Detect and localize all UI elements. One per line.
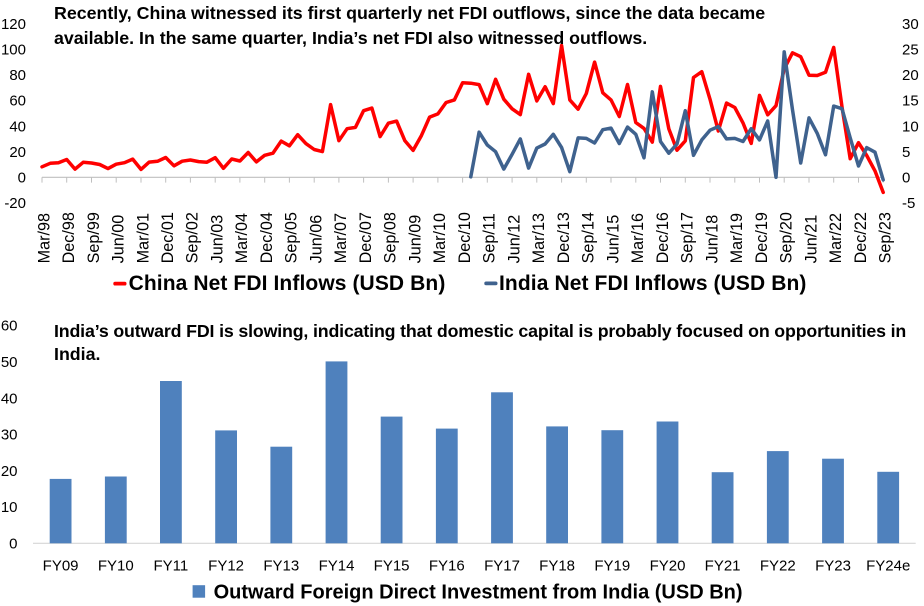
svg-text:10: 10 <box>902 118 919 135</box>
svg-text:Dec/07: Dec/07 <box>357 212 375 263</box>
svg-text:Sep/05: Sep/05 <box>283 212 301 263</box>
svg-text:Jun/06: Jun/06 <box>308 215 326 264</box>
svg-text:FY11: FY11 <box>154 557 189 574</box>
svg-text:FY21: FY21 <box>705 557 741 574</box>
svg-text:100: 100 <box>1 42 26 59</box>
svg-text:Dec/22: Dec/22 <box>852 212 870 263</box>
svg-text:Dec/13: Dec/13 <box>555 212 573 263</box>
svg-text:Mar/16: Mar/16 <box>629 213 647 263</box>
svg-text:Jun/09: Jun/09 <box>406 215 424 264</box>
svg-text:30: 30 <box>1 427 18 444</box>
svg-text:20: 20 <box>9 144 26 161</box>
svg-text:Sep/14: Sep/14 <box>580 212 598 263</box>
svg-text:Jun/21: Jun/21 <box>802 215 820 264</box>
svg-text:Mar/07: Mar/07 <box>332 213 350 263</box>
svg-text:Sep/17: Sep/17 <box>679 212 697 263</box>
svg-text:0: 0 <box>18 170 26 187</box>
svg-text:-5: -5 <box>902 195 915 212</box>
svg-text:FY10: FY10 <box>98 557 134 574</box>
svg-text:FY18: FY18 <box>539 557 575 574</box>
svg-text:Dec/16: Dec/16 <box>654 212 672 263</box>
svg-text:FY09: FY09 <box>43 557 79 574</box>
svg-text:China Net FDI Inflows (USD Bn): China Net FDI Inflows (USD Bn) <box>129 272 446 295</box>
svg-text:Mar/98: Mar/98 <box>35 213 53 263</box>
svg-text:Dec/10: Dec/10 <box>456 212 474 263</box>
svg-text:Sep/08: Sep/08 <box>382 212 400 263</box>
svg-text:50: 50 <box>1 354 18 371</box>
svg-text:Dec/19: Dec/19 <box>753 212 771 263</box>
svg-text:FY22: FY22 <box>760 557 796 574</box>
svg-text:Mar/04: Mar/04 <box>233 213 251 263</box>
svg-text:25: 25 <box>902 42 919 59</box>
svg-text:FY23: FY23 <box>815 557 851 574</box>
svg-text:FY16: FY16 <box>429 557 465 574</box>
svg-text:FY12: FY12 <box>208 557 244 574</box>
svg-text:Mar/22: Mar/22 <box>827 213 845 263</box>
svg-text:0: 0 <box>902 170 910 187</box>
svg-text:Mar/19: Mar/19 <box>728 213 746 263</box>
svg-text:Mar/01: Mar/01 <box>134 213 152 263</box>
svg-text:Jun/03: Jun/03 <box>209 215 227 264</box>
svg-text:Jun/18: Jun/18 <box>703 215 721 264</box>
svg-text:0: 0 <box>9 536 17 553</box>
svg-text:30: 30 <box>902 16 919 33</box>
svg-text:Dec/01: Dec/01 <box>159 212 177 263</box>
svg-text:5: 5 <box>902 144 910 161</box>
svg-text:FY15: FY15 <box>374 557 410 574</box>
svg-text:-20: -20 <box>4 195 26 212</box>
svg-text:40: 40 <box>1 390 18 407</box>
svg-text:Jun/00: Jun/00 <box>110 215 128 264</box>
svg-text:Dec/98: Dec/98 <box>60 212 78 263</box>
svg-text:FY19: FY19 <box>594 557 630 574</box>
svg-text:60: 60 <box>1 318 18 335</box>
svg-text:20: 20 <box>1 463 18 480</box>
svg-text:Dec/04: Dec/04 <box>258 212 276 263</box>
svg-text:15: 15 <box>902 93 919 110</box>
svg-text:10: 10 <box>1 499 18 516</box>
svg-text:FY24e: FY24e <box>866 557 910 574</box>
svg-text:120: 120 <box>1 16 26 33</box>
svg-text:Outward Foreign Direct Investm: Outward Foreign Direct Investment from I… <box>214 582 743 604</box>
svg-text:Jun/12: Jun/12 <box>505 215 523 264</box>
svg-text:40: 40 <box>9 118 26 135</box>
svg-text:80: 80 <box>9 67 26 84</box>
svg-text:Sep/99: Sep/99 <box>85 212 103 263</box>
svg-text:FY14: FY14 <box>319 557 355 574</box>
svg-text:Mar/10: Mar/10 <box>431 213 449 263</box>
svg-text:20: 20 <box>902 67 919 84</box>
svg-text:India Net FDI Inflows (USD Bn): India Net FDI Inflows (USD Bn) <box>499 272 807 295</box>
svg-text:Mar/13: Mar/13 <box>530 213 548 263</box>
svg-text:Sep/11: Sep/11 <box>481 213 499 263</box>
svg-text:60: 60 <box>9 93 26 110</box>
svg-text:Sep/23: Sep/23 <box>877 212 895 263</box>
svg-text:FY17: FY17 <box>484 557 520 574</box>
svg-text:Sep/20: Sep/20 <box>778 212 796 263</box>
svg-text:FY20: FY20 <box>650 557 686 574</box>
svg-text:FY13: FY13 <box>263 557 299 574</box>
svg-text:Sep/02: Sep/02 <box>184 212 202 263</box>
svg-text:Jun/15: Jun/15 <box>604 215 622 264</box>
